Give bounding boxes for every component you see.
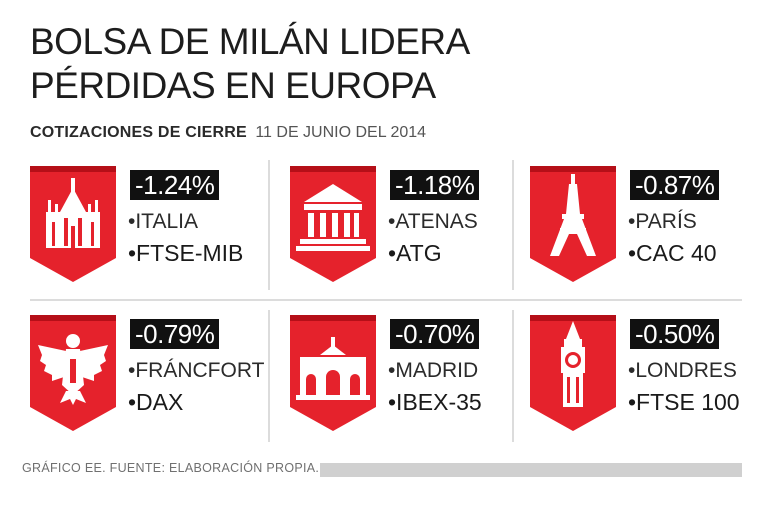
index-label: •ATG <box>388 240 442 266</box>
chart-title: BOLSA DE MILÁN LIDERA PÉRDIDAS EN EUROPA <box>30 20 750 108</box>
big-ben-icon <box>530 315 616 431</box>
city-shield <box>290 315 376 431</box>
title-line-1: BOLSA DE MILÁN LIDERA <box>30 21 470 62</box>
change-value-label: -0.70% <box>390 319 480 349</box>
index-label: •FTSE 100 <box>628 389 740 415</box>
index-label: •FTSE-MIB <box>128 240 244 266</box>
city-label: •ITALIA <box>128 210 198 233</box>
change-value-label: -0.87% <box>630 170 720 200</box>
city-label: •MADRID <box>388 359 479 382</box>
title-line-2: PÉRDIDAS EN EUROPA <box>30 65 436 106</box>
index-label: •IBEX-35 <box>388 389 482 415</box>
city-shield <box>30 315 116 431</box>
market-card: -1.24% •ITALIA •FTSE-MIB <box>30 166 268 284</box>
index-label: •CAC 40 <box>628 240 717 266</box>
eiffel-tower-icon <box>530 166 616 282</box>
subtitle-label: COTIZACIONES DE CIERRE <box>30 124 247 141</box>
grid-separator <box>512 310 514 442</box>
city-label: •FRÁNCFORT <box>128 359 265 382</box>
puerta-de-alcala-icon <box>290 315 376 431</box>
city-shield <box>530 166 616 282</box>
market-card: -0.70% •MADRID •IBEX-35 <box>290 315 528 433</box>
change-value-label: -0.79% <box>130 319 220 349</box>
grid-separator <box>268 160 270 290</box>
city-shield <box>290 166 376 282</box>
grid-separator <box>30 299 742 301</box>
market-card: -0.87% •PARÍS •CAC 40 <box>530 166 768 284</box>
subtitle-date: 11 DE JUNIO DEL 2014 <box>255 124 427 141</box>
city-shield <box>30 166 116 282</box>
city-label: •PARÍS <box>628 210 697 233</box>
chart-subtitle: COTIZACIONES DE CIERRE 11 DE JUNIO DEL 2… <box>30 124 426 142</box>
market-card: -1.18% •ATENAS •ATG <box>290 166 528 284</box>
change-value-label: -1.18% <box>390 170 480 200</box>
grid-separator <box>512 160 514 290</box>
greek-temple-icon <box>290 166 376 282</box>
german-eagle-icon <box>30 315 116 431</box>
market-card: -0.79% •FRÁNCFORT •DAX <box>30 315 268 433</box>
footer-bar <box>320 463 742 477</box>
city-label: •LONDRES <box>628 359 737 382</box>
city-label: •ATENAS <box>388 210 478 233</box>
milan-cathedral-icon <box>30 166 116 282</box>
footer-source: GRÁFICO EE. FUENTE: ELABORACIÓN PROPIA. <box>22 461 320 475</box>
change-value-label: -1.24% <box>130 170 220 200</box>
change-value-label: -0.50% <box>630 319 720 349</box>
city-shield <box>530 315 616 431</box>
market-card: -0.50% •LONDRES •FTSE 100 <box>530 315 768 433</box>
index-label: •DAX <box>128 389 184 415</box>
grid-separator <box>268 310 270 442</box>
